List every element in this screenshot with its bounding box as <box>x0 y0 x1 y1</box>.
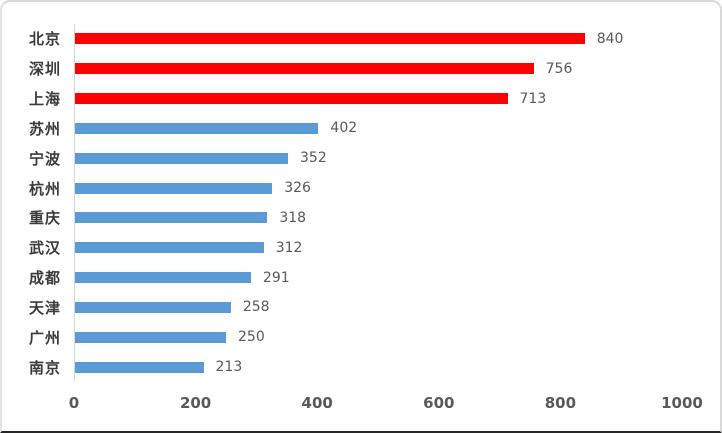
bar-row: 重庆 318 <box>2 203 682 233</box>
category-label: 天津 <box>28 298 61 317</box>
bar <box>74 361 204 373</box>
bar <box>74 272 251 284</box>
category-label: 重庆 <box>28 209 61 228</box>
bar-track: 326 <box>74 173 682 203</box>
bar <box>74 122 319 134</box>
value-label: 291 <box>262 269 290 286</box>
bar-track: 352 <box>74 143 682 173</box>
bar-track: 713 <box>74 84 682 114</box>
value-label: 756 <box>545 60 573 77</box>
bar-row: 广州 250 <box>2 322 682 352</box>
bar-row: 上海 713 <box>2 84 682 114</box>
bar-row: 天津 258 <box>2 292 682 322</box>
bar <box>74 33 585 45</box>
bar <box>74 331 226 343</box>
bar-row: 杭州 326 <box>2 173 682 203</box>
bar-track: 840 <box>74 24 682 54</box>
category-label: 深圳 <box>28 60 61 79</box>
x-axis: 0 200 400 600 800 1000 <box>69 394 703 418</box>
bar-row: 苏州 402 <box>2 113 682 143</box>
bar <box>74 301 231 313</box>
value-label: 352 <box>300 150 327 167</box>
value-label: 840 <box>596 30 624 47</box>
bar-track: 318 <box>74 203 682 233</box>
bar-row: 北京 840 <box>2 24 682 54</box>
bar <box>74 63 534 75</box>
bar <box>74 93 508 105</box>
bar-track: 402 <box>74 113 682 143</box>
bar <box>74 152 289 164</box>
category-label: 武汉 <box>28 239 61 258</box>
bar-row: 深圳 756 <box>2 54 682 84</box>
value-label: 402 <box>330 120 358 137</box>
category-label: 杭州 <box>28 179 61 198</box>
bar-row: 宁波 352 <box>2 143 682 173</box>
bar-row: 武汉 312 <box>2 233 682 263</box>
value-label: 326 <box>284 180 311 197</box>
bar-track: 291 <box>74 263 682 293</box>
x-axis-tick-label: 400 <box>301 394 333 412</box>
x-axis-tick-label: 800 <box>544 394 577 412</box>
bar <box>74 212 268 224</box>
value-label: 713 <box>519 90 547 107</box>
category-label: 南京 <box>28 358 61 377</box>
value-label: 312 <box>275 239 303 256</box>
value-label: 213 <box>215 359 243 376</box>
value-label: 250 <box>238 329 265 346</box>
category-label: 广州 <box>28 328 61 347</box>
bar-track: 756 <box>74 54 682 84</box>
bar-row: 成都 291 <box>2 263 682 293</box>
category-label: 成都 <box>28 269 61 288</box>
category-label: 苏州 <box>28 119 61 138</box>
category-label: 上海 <box>28 90 61 109</box>
bar-track: 312 <box>74 233 682 263</box>
bar-track: 258 <box>74 292 682 322</box>
bar-chart: 北京 840 深圳 756 上海 713 苏州 402 宁波 352 杭州 326 重庆 318 武汉 312… <box>2 24 682 382</box>
value-label: 258 <box>242 299 270 316</box>
x-axis-tick-label: 0 <box>68 394 80 412</box>
y-axis-line <box>74 24 75 382</box>
bar-track: 250 <box>74 322 682 352</box>
bar <box>74 242 264 254</box>
x-axis-tick-label: 1000 <box>661 394 703 412</box>
bar <box>74 182 273 194</box>
x-axis-tick-label: 600 <box>423 394 455 412</box>
category-label: 北京 <box>28 30 61 49</box>
bar-track: 213 <box>74 352 682 382</box>
value-label: 318 <box>279 209 307 226</box>
bar-row: 南京 213 <box>2 352 682 382</box>
x-axis-tick-label: 200 <box>179 394 212 412</box>
category-label: 宁波 <box>28 149 61 168</box>
